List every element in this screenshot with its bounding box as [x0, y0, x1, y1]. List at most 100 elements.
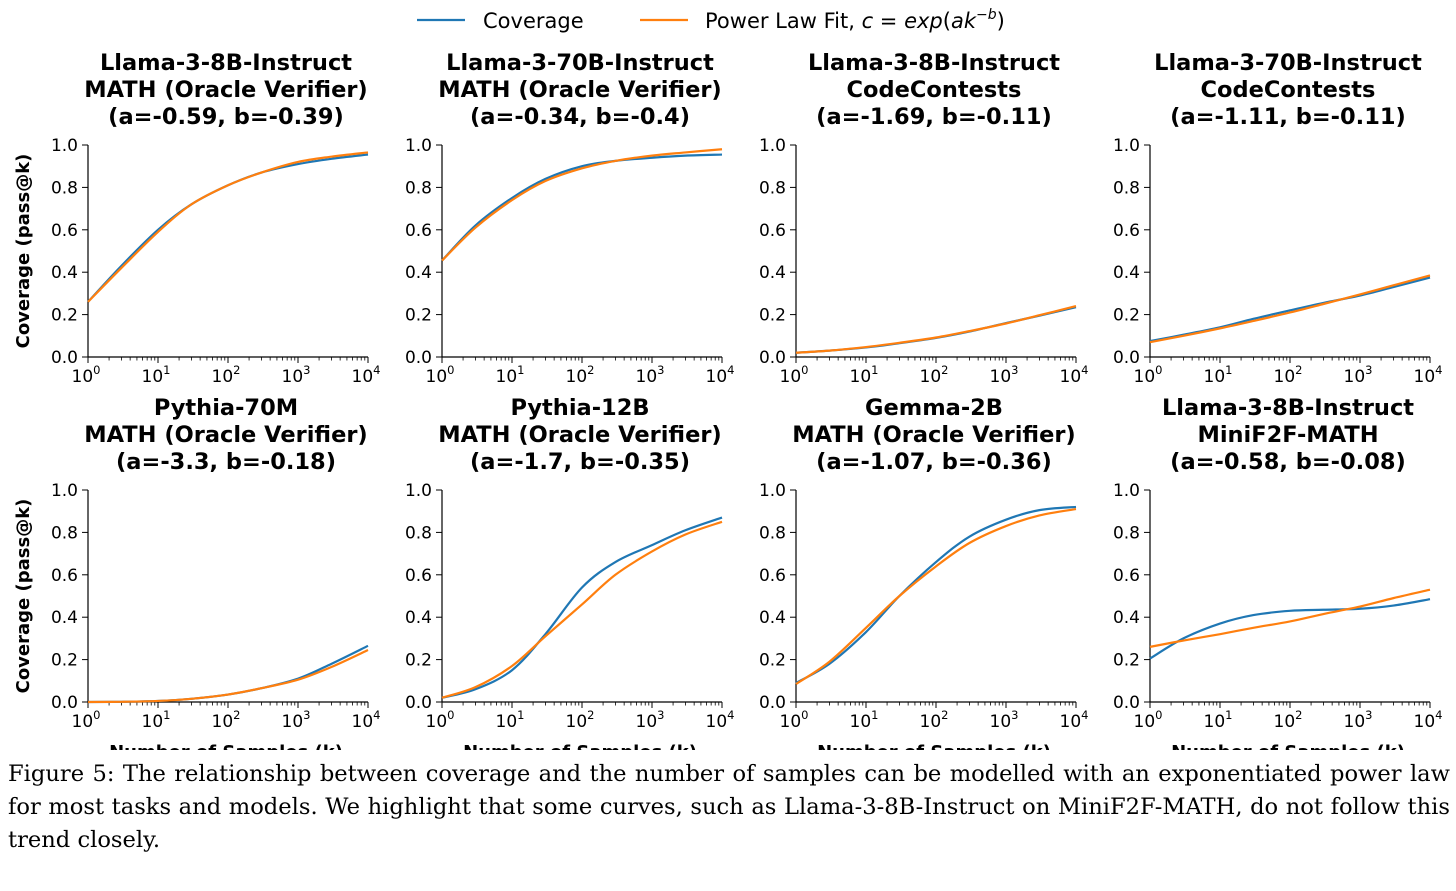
- y-tick-label: 0.2: [1113, 651, 1140, 671]
- y-tick-label: 0.2: [51, 651, 78, 671]
- y-tick-label: 0.8: [405, 178, 432, 198]
- x-tick-label: 103: [636, 363, 665, 387]
- x-tick-label: 100: [426, 708, 455, 732]
- x-tick-label: 102: [920, 708, 949, 732]
- subplot-title-line: (a=-0.34, b=-0.4): [470, 104, 690, 130]
- series-line-power-law-fit: [87, 649, 369, 704]
- x-tick-label: 100: [72, 708, 101, 732]
- subplot-4: Llama-3-70B-InstructCodeContests(a=-1.11…: [1113, 50, 1443, 387]
- x-axis-label: Number of Samples (k): [817, 742, 1051, 750]
- subplot-title-line: Llama-3-8B-Instruct: [1162, 395, 1414, 421]
- x-tick-label: 103: [1344, 708, 1373, 732]
- x-tick-label: 104: [352, 363, 381, 387]
- y-tick-label: 1.0: [51, 136, 78, 156]
- x-tick-label: 101: [142, 363, 171, 387]
- series-line-power-law-fit: [795, 305, 1077, 354]
- y-tick-label: 0.2: [759, 651, 786, 671]
- y-tick-label: 0.0: [1113, 693, 1140, 713]
- y-tick-label: 1.0: [405, 136, 432, 156]
- y-tick-label: 0.0: [759, 348, 786, 368]
- subplot-title-line: CodeContests: [847, 77, 1022, 103]
- x-tick-label: 101: [1204, 708, 1233, 732]
- x-tick-label: 100: [72, 363, 101, 387]
- x-tick-label: 102: [566, 708, 595, 732]
- y-tick-label: 0.8: [1113, 523, 1140, 543]
- x-tick-label: 104: [706, 708, 735, 732]
- y-tick-label: 0.0: [51, 693, 78, 713]
- x-tick-label: 102: [566, 363, 595, 387]
- y-tick-label: 0.4: [759, 608, 786, 628]
- y-tick-label: 0.4: [51, 263, 78, 283]
- x-axis-label: Number of Samples (k): [109, 742, 343, 750]
- x-tick-label: 100: [426, 363, 455, 387]
- y-tick-label: 0.2: [1113, 306, 1140, 326]
- series-line-coverage: [87, 153, 369, 303]
- legend-coverage-label: Coverage: [483, 9, 584, 33]
- series-line-coverage: [441, 153, 723, 262]
- y-tick-label: 0.0: [405, 348, 432, 368]
- subplot-title-line: Pythia-70M: [154, 395, 298, 421]
- y-tick-label: 0.4: [1113, 608, 1140, 628]
- legend: Coverage Power Law Fit, c = exp(ak−b): [417, 7, 1005, 33]
- x-tick-label: 101: [496, 363, 525, 387]
- x-tick-label: 104: [1414, 363, 1443, 387]
- x-tick-label: 102: [1274, 708, 1303, 732]
- y-tick-label: 0.6: [51, 221, 78, 241]
- y-tick-label: 1.0: [51, 481, 78, 501]
- y-tick-label: 0.0: [51, 348, 78, 368]
- y-tick-label: 0.2: [405, 306, 432, 326]
- x-tick-label: 104: [1060, 708, 1089, 732]
- y-tick-label: 0.6: [1113, 566, 1140, 586]
- subplot-title-line: Llama-3-70B-Instruct: [1154, 50, 1422, 76]
- y-tick-label: 0.4: [405, 608, 432, 628]
- x-axis-label: Number of Samples (k): [463, 742, 697, 750]
- subplot-title-line: MATH (Oracle Verifier): [438, 422, 721, 448]
- subplot-title-line: (a=-1.69, b=-0.11): [816, 104, 1052, 130]
- series-line-coverage: [441, 516, 723, 699]
- x-tick-label: 100: [780, 363, 809, 387]
- y-tick-label: 1.0: [405, 481, 432, 501]
- series-line-power-law-fit: [441, 148, 723, 262]
- y-tick-label: 0.4: [759, 263, 786, 283]
- series-line-power-law-fit: [1149, 274, 1431, 344]
- subplot-title-line: (a=-1.11, b=-0.11): [1170, 104, 1406, 130]
- x-tick-label: 104: [1060, 363, 1089, 387]
- y-tick-label: 0.8: [759, 523, 786, 543]
- y-tick-label: 0.2: [51, 306, 78, 326]
- x-tick-label: 103: [282, 363, 311, 387]
- series-line-coverage: [795, 505, 1077, 684]
- subplot-title-line: MATH (Oracle Verifier): [438, 77, 721, 103]
- y-tick-label: 0.8: [759, 178, 786, 198]
- y-tick-label: 0.6: [759, 221, 786, 241]
- series-line-power-law-fit: [1149, 588, 1431, 648]
- x-tick-label: 101: [1204, 363, 1233, 387]
- y-tick-label: 0.4: [405, 263, 432, 283]
- x-tick-label: 101: [496, 708, 525, 732]
- y-tick-label: 0.6: [51, 566, 78, 586]
- series-line-power-law-fit: [87, 151, 369, 303]
- series-line-coverage: [795, 306, 1077, 354]
- x-tick-label: 104: [352, 708, 381, 732]
- y-axis-label: Coverage (pass@k): [13, 154, 34, 349]
- subplot-title-line: Llama-3-8B-Instruct: [100, 50, 352, 76]
- y-tick-label: 1.0: [1113, 136, 1140, 156]
- subplot-title-line: (a=-1.7, b=-0.35): [470, 449, 690, 475]
- subplot-title-line: Gemma-2B: [865, 395, 1003, 421]
- subplot-title-line: CodeContests: [1201, 77, 1376, 103]
- subplot-title-line: MATH (Oracle Verifier): [792, 422, 1075, 448]
- y-tick-label: 1.0: [1113, 481, 1140, 501]
- subplot-8: Llama-3-8B-InstructMiniF2F-MATH(a=-0.58,…: [1113, 395, 1443, 750]
- y-tick-label: 0.6: [1113, 221, 1140, 241]
- subplot-title-line: MiniF2F-MATH: [1197, 422, 1378, 448]
- figure-caption: Figure 5: The relationship between cover…: [8, 761, 1450, 853]
- x-tick-label: 101: [142, 708, 171, 732]
- subplots: Llama-3-8B-Instruct MATH (Oracle Verifier…: [13, 50, 1442, 750]
- y-tick-label: 1.0: [759, 136, 786, 156]
- x-axis-label: Number of Samples (k): [1171, 742, 1405, 750]
- x-tick-label: 104: [706, 363, 735, 387]
- y-tick-label: 0.8: [51, 178, 78, 198]
